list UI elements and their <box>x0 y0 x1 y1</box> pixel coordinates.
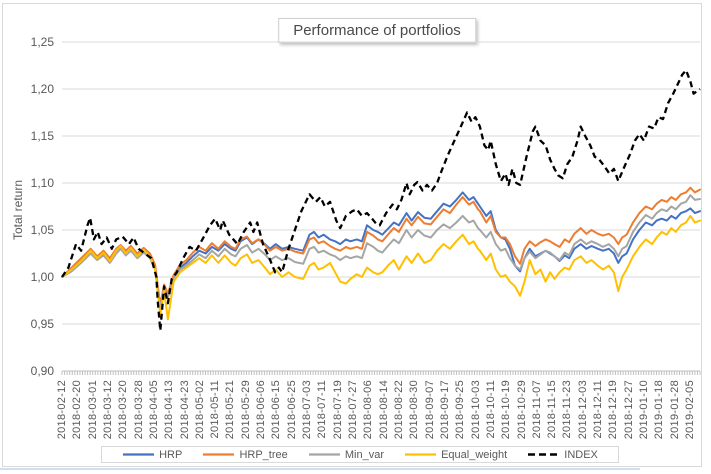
x-tick-label: 2018-06-15 <box>270 380 283 440</box>
x-tick-label: 2018-06-25 <box>285 380 298 440</box>
y-tick-label: 1,25 <box>30 35 54 49</box>
x-tick-label: 2018-04-23 <box>178 380 191 440</box>
x-tick-label: 2018-08-06 <box>362 380 375 440</box>
x-tick-label: 2018-05-29 <box>239 380 252 440</box>
x-tick-label: 2018-11-07 <box>530 380 543 439</box>
legend[interactable]: HRP HRP_tree Min_var Equal_weight INDEX <box>101 446 619 463</box>
x-tick-label: 2018-10-11 <box>484 380 497 439</box>
series-line-min_var[interactable] <box>61 194 701 310</box>
x-tick-label: 2018-06-06 <box>255 380 268 440</box>
x-tick-label: 2018-11-23 <box>561 380 574 439</box>
x-tick-label: 2018-02-20 <box>71 380 84 440</box>
x-tick-label: 2018-12-27 <box>622 380 635 440</box>
legend-item-index[interactable]: INDEX <box>527 449 598 461</box>
x-tick-label: 2018-08-14 <box>377 380 390 440</box>
series-line-equal_weight[interactable] <box>61 214 701 321</box>
legend-label: Equal_weight <box>441 448 508 461</box>
y-tick-label: 1,10 <box>30 176 54 190</box>
y-tick-label: 1,05 <box>30 223 54 237</box>
legend-label: INDEX <box>564 448 598 461</box>
y-tick-label: 1,20 <box>30 82 54 96</box>
legend-item-hrp[interactable]: HRP <box>122 449 182 461</box>
x-tick-label: 2018-10-03 <box>469 380 482 440</box>
x-tick-label: 2018-03-12 <box>101 380 114 440</box>
x-tick-label: 2018-12-03 <box>576 380 589 440</box>
x-tick-label: 2018-10-29 <box>515 380 528 440</box>
legend-label: HRP <box>159 448 183 461</box>
series-line-hrp[interactable] <box>61 191 701 309</box>
chart-frame[interactable]: Performance of portfolios Total return <box>2 3 702 467</box>
x-tick-label: 2019-01-10 <box>638 380 651 440</box>
legend-label: HRP_tree <box>239 448 288 461</box>
x-tick-label: 2018-07-27 <box>347 380 360 440</box>
x-tick-label: 2018-12-11 <box>592 380 605 439</box>
y-tick-label: 0,90 <box>30 364 54 378</box>
legend-swatch-index <box>528 453 560 456</box>
x-tick-label: 2018-07-19 <box>331 380 344 440</box>
legend-swatch-hrp <box>123 453 155 456</box>
x-tick-label: 2018-04-13 <box>163 380 176 440</box>
y-tick-label: 1,00 <box>30 270 54 284</box>
y-tick-label: 0,95 <box>30 317 54 331</box>
x-tick-label: 2018-05-02 <box>193 380 206 440</box>
gridlines <box>62 41 700 325</box>
x-tick-label: 2018-04-05 <box>147 380 160 440</box>
x-tick-label: 2019-02-05 <box>684 380 696 440</box>
x-tick-label: 2018-10-19 <box>500 380 513 440</box>
x-tick-label: 2018-11-15 <box>546 380 559 439</box>
legend-label: Min_var <box>344 448 384 461</box>
chart-title[interactable]: Performance of portfolios <box>278 18 476 43</box>
x-tick-label: 2019-01-28 <box>668 380 681 440</box>
x-tick-label: 2018-08-22 <box>392 380 405 440</box>
x-tick-label: 2018-12-19 <box>607 380 620 440</box>
x-tick-label: 2018-03-28 <box>132 380 145 440</box>
series-line-index[interactable] <box>61 69 701 332</box>
x-tick-label: 2018-05-21 <box>224 380 237 440</box>
x-tick-label: 2018-07-11 <box>316 380 329 439</box>
x-axis-minor-ticks <box>61 371 701 375</box>
x-tick-label: 2018-02-12 <box>56 380 68 440</box>
legend-swatch-hrp_tree <box>203 453 235 456</box>
sheet-edge-line <box>0 468 640 470</box>
x-tick-label: 2018-07-03 <box>301 380 314 440</box>
x-tick-label: 2018-08-30 <box>408 380 421 440</box>
y-tick-label: 1,15 <box>30 129 54 143</box>
x-tick-label: 2018-03-01 <box>86 380 99 440</box>
x-tick-label: 2018-05-11 <box>209 380 222 439</box>
legend-swatch-equal_weight <box>405 453 437 456</box>
x-tick-label: 2019-01-18 <box>653 380 666 440</box>
x-tick-label: 2018-09-17 <box>438 380 451 440</box>
legend-item-hrp_tree[interactable]: HRP_tree <box>202 448 288 461</box>
legend-item-equal_weight[interactable]: Equal_weight <box>404 449 507 461</box>
x-tick-label: 2018-03-20 <box>117 380 130 440</box>
legend-swatch-min_var <box>308 453 340 456</box>
x-tick-label: 2018-09-25 <box>454 380 467 440</box>
legend-item-min_var[interactable]: Min_var <box>308 449 384 461</box>
x-tick-label: 2018-09-07 <box>423 380 436 440</box>
